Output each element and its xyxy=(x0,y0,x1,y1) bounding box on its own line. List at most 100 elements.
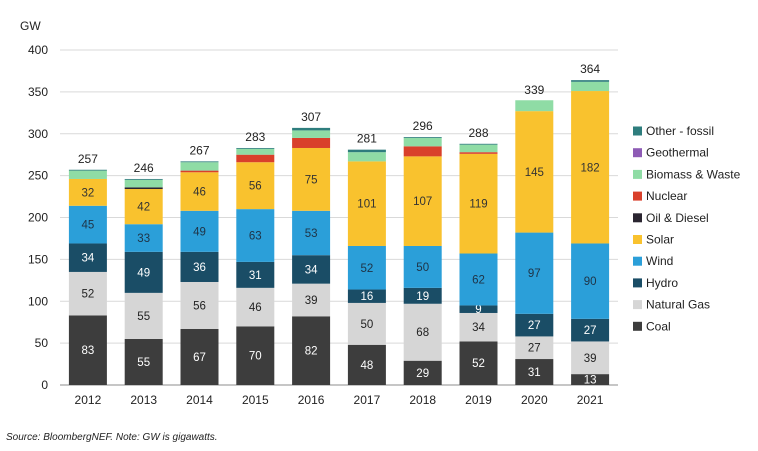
legend-swatch xyxy=(633,235,642,244)
y-tick-label: 150 xyxy=(28,252,48,266)
segment-value-label: 42 xyxy=(137,202,150,214)
segment-value-label: 29 xyxy=(416,368,429,380)
segment-value-label: 70 xyxy=(249,351,262,363)
segment-value-label: 31 xyxy=(528,367,541,379)
bar-segment xyxy=(292,130,331,138)
segment-value-label: 48 xyxy=(361,360,374,372)
bar-segment xyxy=(124,178,163,180)
segment-value-label: 46 xyxy=(193,187,206,199)
bar-segment xyxy=(571,91,610,244)
bar-segment xyxy=(403,156,442,246)
segment-value-label: 27 xyxy=(528,343,541,355)
bar-segment xyxy=(68,169,107,171)
bar-segment xyxy=(515,100,554,112)
segment-value-label: 52 xyxy=(361,263,374,275)
y-tick-label: 300 xyxy=(28,127,48,141)
legend-swatch xyxy=(633,213,642,223)
legend-swatch xyxy=(633,321,642,331)
bar-segment xyxy=(347,245,386,290)
segment-value-label: 97 xyxy=(528,268,541,280)
legend-label: Hydro xyxy=(646,276,678,290)
bar-segment xyxy=(403,303,442,361)
y-tick-label: 200 xyxy=(28,211,48,225)
x-tick-label: 2018 xyxy=(409,393,436,407)
segment-value-label: 52 xyxy=(472,358,485,370)
segment-value-label: 50 xyxy=(361,319,374,331)
legend-swatch xyxy=(633,256,642,266)
bar-stack: 31 27 27 97 145 339 xyxy=(515,83,554,385)
bar-segment xyxy=(403,146,442,157)
segment-value-label: 46 xyxy=(249,302,262,314)
bar-total-label: 267 xyxy=(189,143,209,157)
bar-segment xyxy=(403,137,442,147)
segment-value-label: 27 xyxy=(528,320,541,332)
segment-value-label: 27 xyxy=(584,325,597,337)
bar-stack: 70 46 31 63 56 283 xyxy=(236,130,275,385)
bar-segment xyxy=(124,179,163,188)
y-tick-label: 100 xyxy=(28,294,48,308)
segment-value-label: 33 xyxy=(137,233,150,245)
legend-label: Nuclear xyxy=(646,189,687,203)
bar-segment xyxy=(571,81,610,92)
bar-segment xyxy=(347,289,386,303)
segment-value-label: 50 xyxy=(416,262,429,274)
segment-value-label: 82 xyxy=(305,346,318,358)
bar-total-label: 288 xyxy=(468,126,488,140)
segment-value-label: 56 xyxy=(193,300,206,312)
legend-swatch xyxy=(633,300,642,310)
bar-total-label: 281 xyxy=(357,132,377,146)
legend-label: Biomass & Waste xyxy=(646,167,741,181)
segment-value-label: 119 xyxy=(469,199,487,211)
bar-segment xyxy=(236,326,275,385)
x-tick-label: 2017 xyxy=(354,393,381,407)
bar-segment xyxy=(236,209,275,262)
bar-segment xyxy=(292,127,331,131)
bar-stack: 83 52 34 45 32 257 xyxy=(68,152,107,385)
segment-value-label: 34 xyxy=(82,253,95,265)
bar-segment xyxy=(68,315,107,385)
bar-segment xyxy=(124,224,163,252)
y-tick-label: 400 xyxy=(28,43,48,57)
bar-segment xyxy=(292,316,331,385)
bar-segment xyxy=(571,318,610,342)
segment-value-label: 75 xyxy=(305,174,318,186)
x-tick-label: 2012 xyxy=(75,393,102,407)
segment-value-label: 19 xyxy=(416,291,429,303)
y-tick-label: 50 xyxy=(35,336,49,350)
bar-segment xyxy=(515,359,554,385)
bar-segment xyxy=(459,152,498,154)
bar-segment xyxy=(292,147,331,211)
bar-segment xyxy=(515,111,554,233)
segment-value-label: 83 xyxy=(82,345,95,357)
bar-stack: 13 39 27 90 182 364 xyxy=(571,62,610,387)
segment-value-label: 107 xyxy=(413,196,432,208)
bar-segment xyxy=(180,161,219,163)
bar-segment xyxy=(403,287,442,304)
bar-segment xyxy=(459,305,498,313)
segment-value-label: 49 xyxy=(137,267,150,279)
segment-value-label: 53 xyxy=(305,228,318,240)
bar-segment xyxy=(124,292,163,339)
y-axis-label: GW xyxy=(20,19,41,33)
bar-segment xyxy=(236,162,275,210)
bar-segment xyxy=(124,187,163,190)
legend-label: Oil & Diesel xyxy=(646,211,709,225)
bar-segment xyxy=(180,210,219,252)
bar-segment xyxy=(459,144,498,153)
legend-label: Wind xyxy=(646,254,673,268)
bar-total-label: 364 xyxy=(580,62,600,76)
segment-value-label: 32 xyxy=(82,187,95,199)
segment-value-label: 34 xyxy=(305,264,318,276)
bar-segment xyxy=(459,253,498,306)
x-tick-label: 2019 xyxy=(465,393,492,407)
bar-segment xyxy=(180,162,219,171)
segment-value-label: 13 xyxy=(584,375,597,387)
x-tick-label: 2016 xyxy=(298,393,325,407)
bar-segment xyxy=(180,281,219,329)
x-tick-label: 2014 xyxy=(186,393,213,407)
bar-segment xyxy=(459,312,498,342)
bar-segment xyxy=(515,336,554,360)
segment-value-label: 45 xyxy=(82,220,95,232)
bar-segment xyxy=(68,205,107,244)
